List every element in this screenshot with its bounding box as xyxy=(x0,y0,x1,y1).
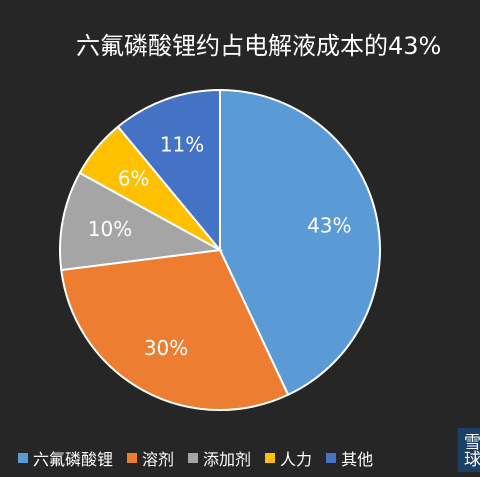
legend-swatch xyxy=(265,453,276,463)
legend-swatch xyxy=(326,453,337,463)
data-label-六氟磷酸锂: 43% xyxy=(307,214,351,238)
legend-swatch xyxy=(18,453,28,463)
legend-item-添加剂: 添加剂 xyxy=(188,446,251,470)
data-label-添加剂: 10% xyxy=(88,217,132,241)
legend-swatch xyxy=(188,453,199,463)
chart-legend: 六氟磷酸锂 溶剂 添加剂 人力 其他 xyxy=(18,446,387,470)
legend-item-溶剂: 溶剂 xyxy=(127,446,174,470)
legend-label: 其他 xyxy=(341,450,374,469)
watermark-logo: 雪球 xyxy=(458,428,480,472)
legend-item-其他: 其他 xyxy=(326,446,373,470)
pie-slice-添加剂 xyxy=(59,171,224,272)
legend-label: 溶剂 xyxy=(142,450,175,469)
legend-label: 添加剂 xyxy=(203,450,252,469)
legend-swatch xyxy=(127,453,138,463)
chart-title: 六氟磷酸锂约占电解液成本的43% xyxy=(76,32,442,60)
data-label-其他: 11% xyxy=(160,133,204,157)
data-label-人力: 6% xyxy=(118,167,150,191)
legend-item-人力: 人力 xyxy=(265,446,312,470)
legend-label: 人力 xyxy=(280,450,313,469)
legend-label: 六氟磷酸锂 xyxy=(33,450,114,469)
legend-item-六氟磷酸锂: 六氟磷酸锂 xyxy=(18,446,113,470)
pie-chart: 43% 30% 10% 6% 11% xyxy=(59,88,381,411)
pie-slice-六氟磷酸锂 xyxy=(219,88,381,397)
pie-slice-溶剂 xyxy=(60,248,290,411)
pie-slice-其他 xyxy=(116,88,221,253)
data-label-溶剂: 30% xyxy=(144,336,188,360)
